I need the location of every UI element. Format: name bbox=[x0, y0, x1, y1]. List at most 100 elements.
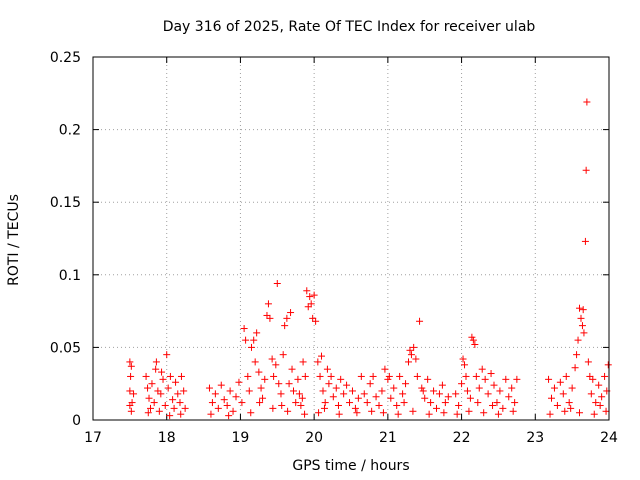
data-point bbox=[244, 372, 252, 380]
data-point bbox=[474, 399, 482, 407]
data-point bbox=[303, 287, 311, 295]
data-point bbox=[247, 343, 255, 351]
data-point bbox=[384, 375, 392, 383]
data-point bbox=[297, 401, 305, 409]
data-point bbox=[553, 401, 561, 409]
data-point bbox=[466, 394, 474, 402]
x-tick-label: 19 bbox=[232, 430, 250, 446]
y-tick-label: 0.05 bbox=[50, 340, 81, 356]
data-point bbox=[462, 372, 470, 380]
data-point bbox=[127, 407, 135, 415]
data-point bbox=[406, 346, 414, 354]
data-point bbox=[586, 372, 594, 380]
data-point bbox=[421, 394, 429, 402]
data-point bbox=[360, 390, 368, 398]
data-point bbox=[508, 384, 516, 392]
data-point bbox=[565, 399, 573, 407]
data-point bbox=[161, 401, 169, 409]
data-point bbox=[478, 365, 486, 373]
data-point bbox=[494, 410, 502, 418]
data-point bbox=[416, 317, 424, 325]
data-point bbox=[259, 394, 267, 402]
data-point bbox=[321, 399, 329, 407]
data-point bbox=[513, 375, 521, 383]
data-point bbox=[166, 412, 174, 420]
data-point bbox=[130, 390, 138, 398]
data-point bbox=[214, 404, 222, 412]
data-point bbox=[145, 394, 153, 402]
x-tick-label: 20 bbox=[305, 430, 323, 446]
data-point bbox=[582, 166, 590, 174]
data-point bbox=[493, 399, 501, 407]
data-point bbox=[472, 372, 480, 380]
data-point bbox=[592, 399, 600, 407]
data-point bbox=[126, 401, 134, 409]
data-point bbox=[568, 384, 576, 392]
data-point bbox=[279, 351, 287, 359]
data-point bbox=[205, 384, 213, 392]
data-point bbox=[577, 314, 585, 322]
data-point bbox=[418, 384, 426, 392]
data-point bbox=[441, 399, 449, 407]
data-point bbox=[357, 372, 365, 380]
data-point bbox=[596, 401, 604, 409]
data-point bbox=[509, 407, 517, 415]
data-point bbox=[369, 372, 377, 380]
data-point bbox=[288, 365, 296, 373]
data-point bbox=[590, 410, 598, 418]
data-point bbox=[176, 399, 184, 407]
data-point bbox=[407, 351, 415, 359]
data-point bbox=[272, 361, 280, 369]
data-point bbox=[580, 329, 588, 337]
data-point bbox=[225, 412, 233, 420]
data-point bbox=[309, 314, 317, 322]
data-point bbox=[304, 303, 312, 311]
data-point bbox=[170, 404, 178, 412]
data-point bbox=[337, 375, 345, 383]
data-point bbox=[238, 399, 246, 407]
x-tick-label: 24 bbox=[600, 430, 618, 446]
data-point bbox=[561, 407, 569, 415]
data-point bbox=[319, 387, 327, 395]
data-point bbox=[251, 358, 259, 366]
data-point bbox=[226, 387, 234, 395]
data-point bbox=[158, 368, 166, 376]
data-point bbox=[150, 399, 158, 407]
x-tick-label: 21 bbox=[379, 430, 397, 446]
data-point bbox=[598, 393, 606, 401]
data-point bbox=[468, 333, 476, 341]
data-point bbox=[438, 381, 446, 389]
data-point bbox=[399, 390, 407, 398]
data-point bbox=[332, 384, 340, 392]
data-point bbox=[281, 322, 289, 330]
data-point bbox=[275, 380, 283, 388]
data-point bbox=[294, 375, 302, 383]
plot-frame bbox=[92, 56, 610, 421]
data-point bbox=[315, 409, 323, 417]
data-point bbox=[571, 364, 579, 372]
grid-lines bbox=[93, 57, 609, 420]
data-point bbox=[166, 372, 174, 380]
data-point bbox=[427, 399, 435, 407]
y-tick-label: 0.1 bbox=[59, 268, 81, 284]
data-point bbox=[378, 387, 386, 395]
data-point bbox=[576, 409, 584, 417]
data-point bbox=[172, 378, 180, 386]
data-point bbox=[295, 390, 303, 398]
data-point bbox=[574, 336, 582, 344]
data-point bbox=[298, 394, 306, 402]
data-point bbox=[475, 384, 483, 392]
data-point bbox=[287, 309, 295, 317]
data-point bbox=[413, 372, 421, 380]
data-point bbox=[412, 355, 420, 363]
data-point bbox=[346, 399, 354, 407]
data-point bbox=[157, 390, 165, 398]
data-point bbox=[548, 394, 556, 402]
data-point bbox=[250, 336, 258, 344]
data-point bbox=[261, 375, 269, 383]
data-point bbox=[425, 410, 433, 418]
data-point bbox=[511, 399, 519, 407]
x-axis-label: GPS time / hours bbox=[292, 458, 409, 474]
data-point bbox=[312, 317, 320, 325]
data-point bbox=[152, 358, 160, 366]
